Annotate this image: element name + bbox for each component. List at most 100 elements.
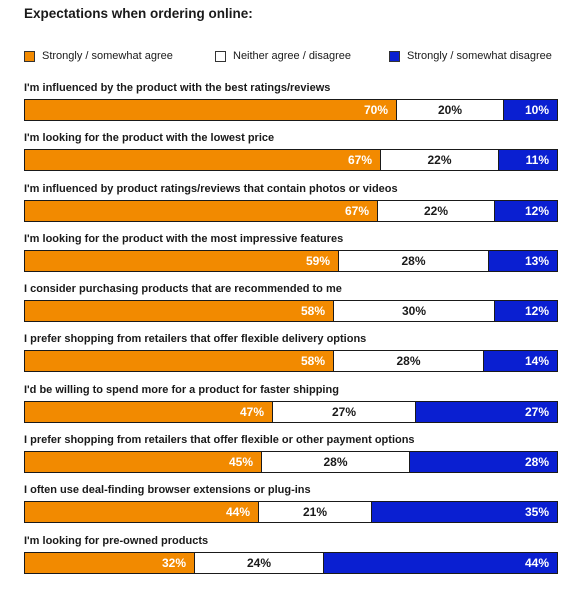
category-label: I'm influenced by the product with the b…	[24, 82, 331, 94]
stacked-bar: 70% 20% 10%	[24, 99, 558, 121]
bar-segment-disagree: 13%	[488, 250, 557, 271]
legend-item-agree: Strongly / somewhat agree	[24, 50, 215, 62]
bar-segment-neither: 22%	[381, 150, 498, 171]
category-label: I'm influenced by product ratings/review…	[24, 182, 398, 195]
data-label: 47%	[239, 404, 264, 419]
bar-segment-disagree: 12%	[494, 200, 557, 221]
data-label: 44%	[524, 555, 549, 570]
legend-label-neither: Neither agree / disagree	[233, 50, 352, 62]
category-label: I'm looking for the product with the low…	[24, 132, 275, 145]
data-label: 27%	[331, 404, 357, 419]
bar-segment-neither: 27%	[273, 401, 415, 422]
bar-segment-agree: 59%	[25, 250, 339, 271]
bar-segment-agree: 47%	[25, 401, 273, 422]
bar-segment-agree: 44%	[25, 502, 259, 523]
bar-segment-disagree: 11%	[498, 150, 557, 171]
bar-segment-agree: 67%	[25, 200, 378, 221]
stacked-bar: 58% 28% 14%	[24, 350, 558, 373]
data-label: 27%	[524, 404, 549, 419]
data-label: 12%	[524, 304, 549, 319]
stacked-bar: 32% 24% 44%	[24, 551, 558, 574]
bar-segment-disagree: 28%	[409, 452, 557, 473]
stacked-bar: 45% 28% 28%	[24, 451, 558, 474]
data-label: 45%	[228, 455, 253, 470]
category-label: I'm looking for pre-owned products	[24, 534, 209, 547]
data-label: 12%	[524, 203, 549, 218]
data-label: 70%	[363, 103, 388, 117]
category-label: I'm looking for the product with the mos…	[24, 232, 344, 245]
chart-title: Expectations when ordering online:	[24, 6, 253, 21]
chart-row: I prefer shopping from retailers that of…	[24, 332, 558, 382]
chart-row: I'd be willing to spend more for a produ…	[24, 383, 558, 433]
stacked-bar: 47% 27% 27%	[24, 400, 558, 423]
bar-segment-agree: 67%	[25, 150, 381, 171]
data-label: 28%	[323, 455, 348, 470]
bar-segment-neither: 28%	[334, 351, 483, 372]
data-label: 67%	[347, 153, 372, 168]
stacked-bar: 67% 22% 12%	[24, 199, 558, 222]
bar-segment-disagree: 35%	[371, 502, 557, 523]
data-label: 22%	[427, 153, 452, 168]
data-label: 59%	[305, 253, 330, 268]
category-label: I prefer shopping from retailers that of…	[24, 333, 367, 346]
bar-segment-neither: 28%	[339, 250, 488, 271]
legend-item-neither: Neither agree / disagree	[215, 50, 389, 62]
data-label: 58%	[300, 354, 325, 369]
category-label: I'd be willing to spend more for a produ…	[24, 383, 339, 396]
chart-row: I often use deal-finding browser extensi…	[24, 483, 558, 533]
legend-label-agree: Strongly / somewhat agree	[42, 50, 173, 62]
legend-label-disagree: Strongly / somewhat disagree	[407, 50, 552, 62]
chart-row: I'm looking for the product with the mos…	[24, 232, 558, 282]
data-label: 11%	[525, 153, 549, 168]
data-label: 35%	[524, 505, 549, 520]
stacked-bar: 58% 30% 12%	[24, 300, 558, 323]
category-label: I prefer shopping from retailers that of…	[24, 434, 415, 447]
data-label: 22%	[423, 203, 449, 218]
bar-segment-disagree: 14%	[483, 351, 557, 372]
data-label: 28%	[524, 455, 549, 470]
bar-segment-disagree: 44%	[323, 552, 557, 573]
chart-row: I'm influenced by product ratings/review…	[24, 182, 558, 232]
data-label: 58%	[300, 304, 325, 319]
legend-item-disagree: Strongly / somewhat disagree	[389, 50, 552, 62]
data-label: 28%	[396, 354, 421, 369]
bar-segment-neither: 28%	[262, 452, 409, 473]
bar-segment-agree: 32%	[25, 552, 195, 573]
data-label: 67%	[344, 203, 369, 218]
data-label: 20%	[437, 103, 463, 117]
bar-segment-neither: 24%	[195, 552, 323, 573]
bar-segment-neither: 21%	[259, 502, 371, 523]
bar-segment-neither: 30%	[334, 301, 494, 322]
stacked-bar: 44% 21% 35%	[24, 501, 558, 524]
data-label: 21%	[302, 505, 328, 520]
chart-row: I consider purchasing products that are …	[24, 282, 558, 332]
bar-segment-agree: 70%	[25, 100, 397, 120]
data-label: 28%	[401, 253, 426, 268]
data-label: 13%	[524, 253, 549, 268]
category-label: I often use deal-finding browser extensi…	[24, 484, 311, 497]
data-label: 32%	[161, 555, 186, 570]
stacked-bar: 59% 28% 13%	[24, 249, 558, 272]
legend: Strongly / somewhat agree Neither agree /…	[24, 50, 552, 62]
bar-segment-agree: 58%	[25, 301, 334, 322]
legend-swatch-agree	[24, 50, 35, 62]
bar-segment-neither: 22%	[378, 200, 494, 221]
bar-segment-agree: 58%	[25, 351, 334, 372]
data-label: 30%	[401, 304, 427, 319]
bar-segment-neither: 20%	[397, 100, 503, 120]
chart-row: I'm influenced by the product with the b…	[24, 81, 558, 131]
data-label: 14%	[524, 354, 549, 369]
bar-segment-disagree: 10%	[503, 100, 557, 120]
legend-swatch-disagree	[389, 50, 400, 62]
data-label: 44%	[225, 505, 250, 520]
legend-swatch-neither	[215, 50, 226, 62]
stacked-bar: 67% 22% 11%	[24, 149, 558, 172]
bar-segment-agree: 45%	[25, 452, 262, 473]
chart-row: I'm looking for the product with the low…	[24, 131, 558, 181]
bar-segment-disagree: 27%	[415, 401, 557, 422]
chart-row: I'm looking for pre-owned products 32% 24%…	[24, 534, 558, 584]
chart-row: I prefer shopping from retailers that of…	[24, 433, 558, 483]
bar-segment-disagree: 12%	[494, 301, 557, 322]
data-label: 24%	[246, 555, 272, 570]
chart-plot-area: I'm influenced by the product with the b…	[24, 81, 558, 584]
